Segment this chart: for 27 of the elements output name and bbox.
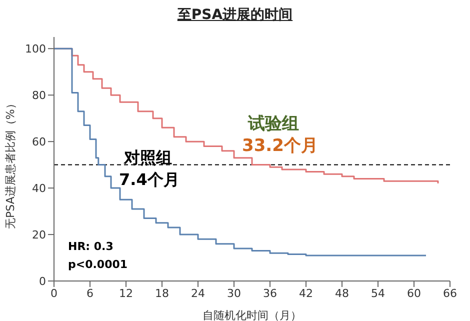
x-tick-label: 66 — [443, 286, 457, 300]
annotation: 试验组 — [248, 113, 299, 135]
x-tick-label: 42 — [299, 286, 313, 300]
chart-title: 至PSA进展的时间 — [176, 6, 294, 24]
x-tick-label: 48 — [335, 286, 349, 300]
y-tick-label: 40 — [32, 182, 46, 195]
x-tick-label: 36 — [263, 286, 277, 300]
annotation: HR: 0.3 — [68, 240, 114, 253]
y-tick-label: 0 — [39, 274, 46, 288]
x-tick-label: 6 — [86, 286, 94, 300]
annotation: 7.4个月 — [119, 170, 180, 191]
y-tick-label: 60 — [32, 135, 46, 148]
x-tick-label: 12 — [119, 286, 133, 300]
y-tick-label: 100 — [25, 42, 46, 56]
y-tick-label: 20 — [32, 228, 46, 242]
annotation: 33.2个月 — [242, 135, 318, 157]
x-tick-label: 0 — [50, 286, 58, 300]
annotation: 对照组 — [124, 148, 172, 169]
x-tick-label: 54 — [371, 286, 385, 300]
x-tick-label: 18 — [155, 286, 169, 300]
x-tick-label: 24 — [191, 286, 205, 300]
y-axis-title: 无PSA进展患者比例（%） — [4, 98, 17, 229]
x-tick-label: 60 — [407, 286, 421, 300]
annotation: p<0.0001 — [68, 258, 128, 271]
x-tick-label: 30 — [227, 286, 241, 300]
y-tick-label: 80 — [32, 89, 46, 102]
x-axis-title: 自随机化时间（月） — [202, 309, 302, 321]
